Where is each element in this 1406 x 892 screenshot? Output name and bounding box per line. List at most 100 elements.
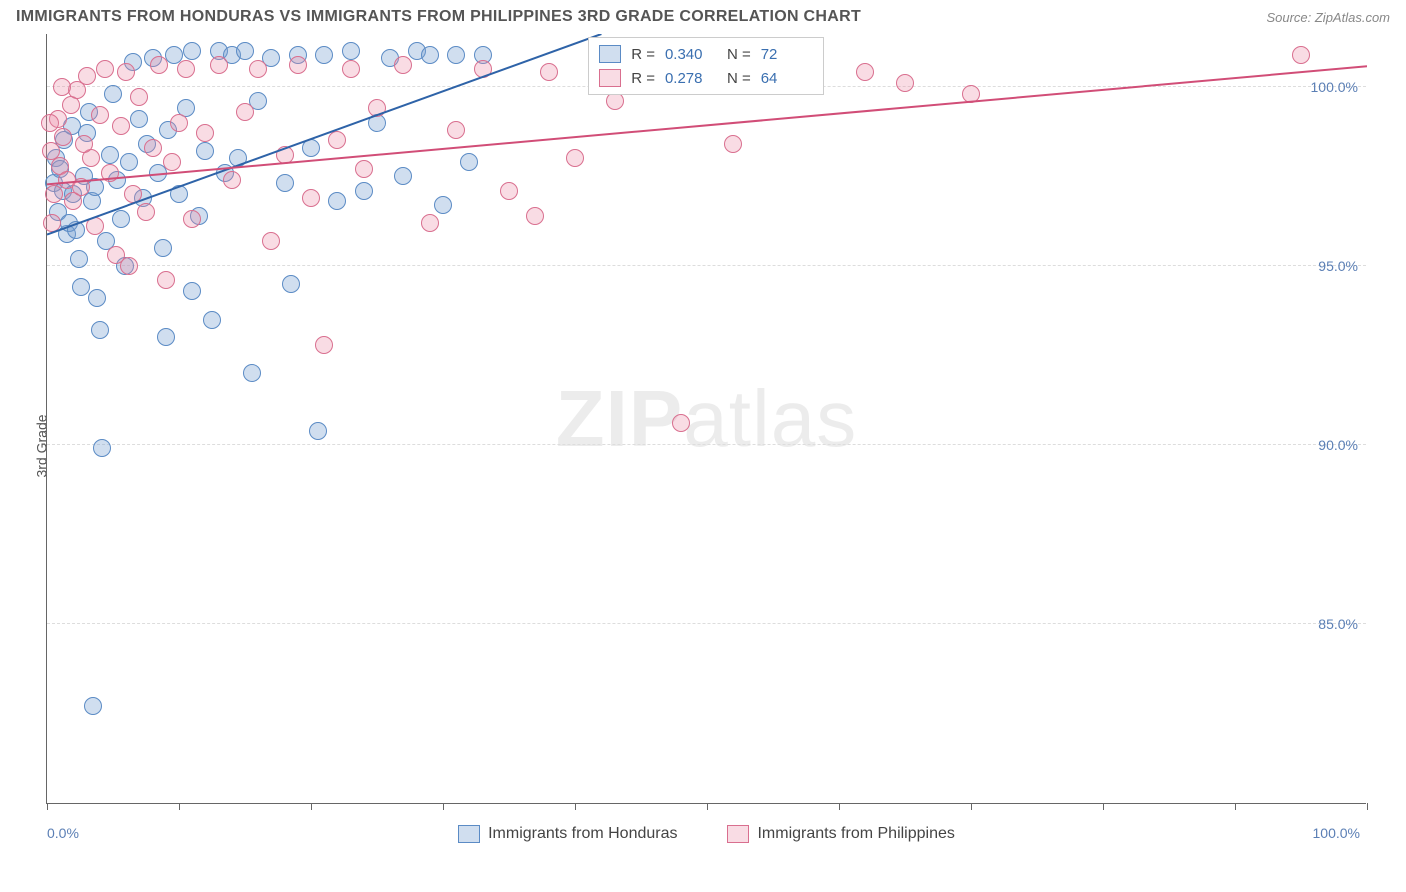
gridline [47,444,1366,445]
x-tick [443,803,444,810]
series-name: Immigrants from Honduras [488,825,677,843]
data-point [72,278,90,296]
legend-swatch [599,69,621,87]
y-tick-label: 95.0% [1318,258,1358,274]
data-point [328,192,346,210]
data-point [724,135,742,153]
watermark-atlas: atlas [683,374,857,463]
data-point [144,139,162,157]
data-point [394,167,412,185]
y-tick-label: 100.0% [1311,79,1358,95]
n-label: N = [727,70,751,87]
data-point [203,311,221,329]
data-point [78,67,96,85]
data-point [526,207,544,225]
data-point [177,60,195,78]
data-point [101,164,119,182]
x-tick [311,803,312,810]
x-tick [971,803,972,810]
series-legend-item: Immigrants from Honduras [458,825,677,843]
data-point [447,46,465,64]
stats-legend-row: R =0.340N =72 [599,42,813,66]
data-point [163,153,181,171]
data-point [962,85,980,103]
data-point [236,42,254,60]
data-point [67,221,85,239]
data-point [249,60,267,78]
data-point [150,56,168,74]
data-point [342,42,360,60]
y-tick-label: 85.0% [1318,616,1358,632]
x-tick [1103,803,1104,810]
data-point [243,364,261,382]
data-point [276,146,294,164]
trend-lines [47,34,1367,804]
gridline [47,265,1366,266]
source-attribution: Source: ZipAtlas.com [1266,10,1390,25]
data-point [1292,46,1310,64]
data-point [112,117,130,135]
data-point [124,185,142,203]
r-value: 0.278 [665,70,717,87]
data-point [137,203,155,221]
data-point [43,214,61,232]
data-point [196,142,214,160]
data-point [170,114,188,132]
data-point [53,78,71,96]
legend-swatch [458,825,480,843]
x-tick [1235,803,1236,810]
r-label: R = [631,70,655,87]
data-point [421,46,439,64]
data-point [120,153,138,171]
data-point [289,56,307,74]
watermark-zip: ZIP [556,374,683,463]
data-point [41,114,59,132]
x-tick [707,803,708,810]
series-legend-item: Immigrants from Philippines [727,825,954,843]
x-tick [47,803,48,810]
data-point [75,135,93,153]
data-point [896,74,914,92]
data-point [183,210,201,228]
legend-swatch [727,825,749,843]
data-point [96,60,114,78]
data-point [130,88,148,106]
data-point [328,131,346,149]
data-point [210,56,228,74]
data-point [421,214,439,232]
data-point [500,182,518,200]
series-legend: Immigrants from Honduras Immigrants from … [47,825,1366,843]
data-point [183,42,201,60]
data-point [282,275,300,293]
data-point [223,171,241,189]
data-point [302,189,320,207]
data-point [460,153,478,171]
data-point [540,63,558,81]
title-bar: IMMIGRANTS FROM HONDURAS VS IMMIGRANTS F… [0,0,1406,30]
scatter-plot: ZIPatlas 85.0%90.0%95.0%100.0%0.0%100.0%… [46,34,1366,804]
data-point [342,60,360,78]
gridline [47,623,1366,624]
data-point [70,250,88,268]
x-tick [575,803,576,810]
data-point [120,257,138,275]
watermark: ZIPatlas [556,373,857,465]
data-point [315,336,333,354]
data-point [130,110,148,128]
data-point [157,328,175,346]
x-tick [1367,803,1368,810]
data-point [91,321,109,339]
data-point [394,56,412,74]
data-point [276,174,294,192]
data-point [84,697,102,715]
data-point [54,128,72,146]
data-point [447,121,465,139]
data-point [88,289,106,307]
legend-swatch [599,45,621,63]
n-label: N = [727,46,751,63]
series-name: Immigrants from Philippines [757,825,954,843]
data-point [856,63,874,81]
data-point [302,139,320,157]
data-point [86,217,104,235]
data-point [196,124,214,142]
